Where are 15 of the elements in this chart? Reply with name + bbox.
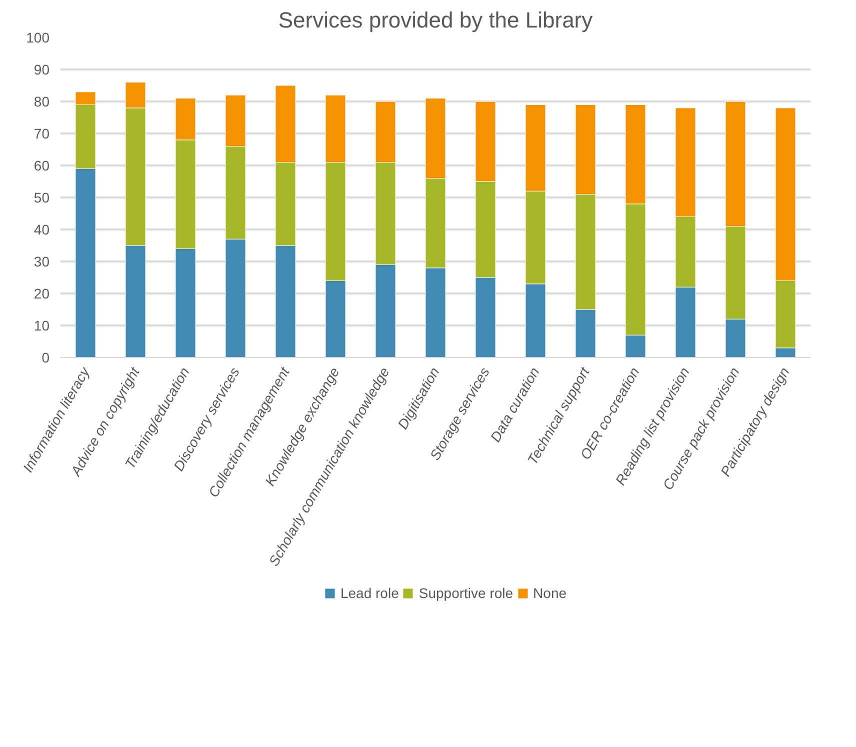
legend-label: None xyxy=(533,585,567,601)
legend-label: Supportive role xyxy=(418,585,514,601)
legend-label: Lead role xyxy=(340,585,399,601)
y-tick-label: 100 xyxy=(26,30,50,46)
y-tick-label: 20 xyxy=(34,286,50,302)
chart-title: Services provided by the Library xyxy=(278,8,593,32)
y-tick-label: 60 xyxy=(34,158,50,174)
y-tick-label: 10 xyxy=(34,318,50,334)
y-tick-label: 30 xyxy=(34,254,50,270)
y-tick-label: 50 xyxy=(34,190,50,206)
y-tick-label: 40 xyxy=(34,222,50,238)
y-tick-label: 70 xyxy=(34,126,50,142)
y-tick-label: 0 xyxy=(42,350,50,366)
y-tick-label: 90 xyxy=(34,62,50,78)
y-tick-label: 80 xyxy=(34,94,50,110)
